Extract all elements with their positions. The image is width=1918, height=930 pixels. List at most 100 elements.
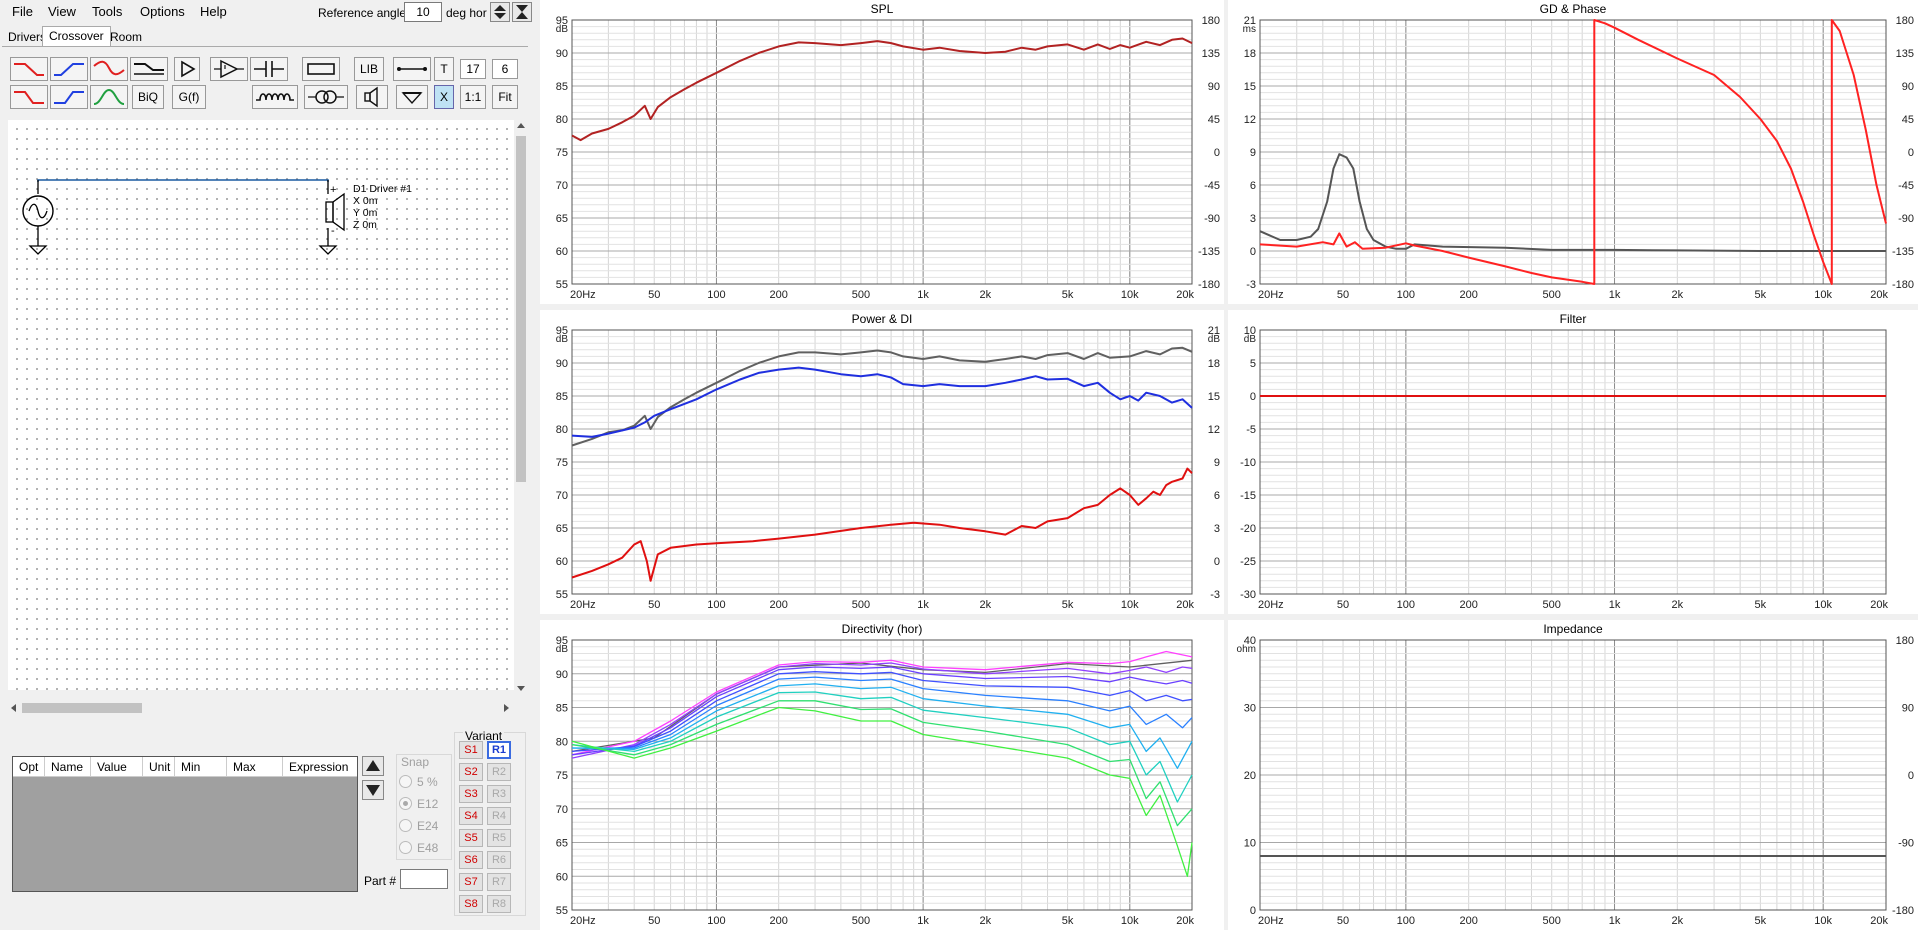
spl-chart[interactable]: SPL 95 90 85 80 75 70 65 60 55 dB 180 135 90 45 0 -45 -9… <box>540 0 1224 304</box>
menu-tools[interactable]: Tools <box>92 4 123 19</box>
shelf-filter-button[interactable] <box>130 57 168 81</box>
x-toggle-button[interactable]: X <box>434 85 454 109</box>
variant-s6-button[interactable]: S6 <box>459 851 483 869</box>
scroll-up-icon[interactable] <box>517 123 525 128</box>
schematic-horizontal-scrollbar[interactable] <box>8 700 512 716</box>
menu-view[interactable]: View <box>48 4 76 19</box>
opamp-button[interactable] <box>210 57 248 81</box>
variant-r1-button[interactable]: R1 <box>487 741 511 759</box>
y-tick-label: 90 <box>556 358 568 370</box>
y2-tick-label: -90 <box>1898 213 1914 225</box>
capacitor-button[interactable] <box>250 57 288 81</box>
move-down-button[interactable] <box>362 780 384 800</box>
y-tick-label: 90 <box>556 48 568 60</box>
col-max[interactable]: Max <box>227 757 283 777</box>
transformer-button[interactable] <box>304 85 348 109</box>
scroll-down-icon[interactable] <box>517 686 525 691</box>
order-field[interactable]: 17 <box>460 59 486 79</box>
y2-tick-label: 45 <box>1208 114 1220 126</box>
variant-r3-button[interactable]: R3 <box>487 785 511 803</box>
transfer-function-button[interactable]: G(f) <box>172 85 206 109</box>
variant-r8-button[interactable]: R8 <box>487 895 511 913</box>
count-field[interactable]: 6 <box>492 59 518 79</box>
driver-z-label: Z 0m <box>353 219 377 231</box>
x-tick-label: 100 <box>707 289 725 301</box>
grid <box>571 329 1193 595</box>
menu-file[interactable]: File <box>12 4 33 19</box>
schematic-canvas[interactable]: + - D1 Driver #1 X 0m Y 0m Z 0m <box>8 120 520 690</box>
highpass-blue-button[interactable] <box>50 57 88 81</box>
col-opt[interactable]: Opt <box>13 757 45 777</box>
part-number-input[interactable] <box>400 869 448 889</box>
reference-angle-input[interactable] <box>404 2 442 22</box>
driver-symbol[interactable] <box>318 180 345 255</box>
text-tool-button[interactable]: T <box>434 57 454 81</box>
resistor-icon <box>307 63 335 75</box>
variant-s5-button[interactable]: S5 <box>459 829 483 847</box>
tab-crossover[interactable]: Crossover <box>42 26 111 47</box>
filter-chart[interactable]: Filter 10 5 0 -5 -10 -15 -20 -25 -30 dB 20Hz 50 100 2… <box>1228 310 1918 614</box>
tab-room[interactable]: Room <box>110 30 143 44</box>
y-tick-label: -20 <box>1240 523 1256 535</box>
driver-button[interactable] <box>356 85 388 109</box>
fit-button[interactable]: Fit <box>492 85 518 109</box>
series-line-1 <box>571 650 1193 756</box>
variant-s8-button[interactable]: S8 <box>459 895 483 913</box>
wire-button[interactable] <box>393 57 431 81</box>
impedance-chart[interactable]: Impedance 40 30 20 10 0 ohm 180 90 0 -90 -180 20Hz 5… <box>1228 620 1918 930</box>
angle-reset-button[interactable] <box>512 2 532 22</box>
col-name[interactable]: Name <box>45 757 91 777</box>
col-min[interactable]: Min <box>175 757 227 777</box>
snap-option-e48[interactable]: E48 <box>399 841 438 855</box>
biquad-button[interactable]: BiQ <box>132 85 164 109</box>
snap-option-5pct[interactable]: 5 % <box>399 775 438 789</box>
scale-1to1-button[interactable]: 1:1 <box>460 85 486 109</box>
inductor-button[interactable] <box>252 85 298 109</box>
y-axis-unit-label: dB <box>556 644 569 655</box>
scrollbar-thumb[interactable] <box>22 703 142 713</box>
col-expression[interactable]: Expression <box>283 757 357 777</box>
directivity-chart[interactable]: Directivity (hor) 95 90 85 80 75 70 65 60 55 dB 20… <box>540 620 1224 930</box>
scroll-left-icon[interactable] <box>11 704 16 712</box>
col-value[interactable]: Value <box>91 757 143 777</box>
allpass-red-button[interactable] <box>90 57 128 81</box>
schematic-vertical-scrollbar[interactable] <box>514 120 528 696</box>
variant-r4-button[interactable]: R4 <box>487 807 511 825</box>
variant-r5-button[interactable]: R5 <box>487 829 511 847</box>
series-line-5 <box>572 676 1193 749</box>
gd-phase-plot: 21 18 15 12 9 6 3 0 -3 ms 180 135 90 45 0 -45 -90 -135 -18… <box>1243 15 1914 301</box>
scrollbar-thumb[interactable] <box>516 136 526 482</box>
variant-s7-button[interactable]: S7 <box>459 873 483 891</box>
optimizer-table[interactable]: Opt Name Value Unit Min Max Expression <box>12 756 358 892</box>
lowpass-red-button[interactable] <box>10 57 48 81</box>
snap-option-e12[interactable]: E12 <box>399 797 438 811</box>
variant-s2-button[interactable]: S2 <box>459 763 483 781</box>
variant-r7-button[interactable]: R7 <box>487 873 511 891</box>
menu-help[interactable]: Help <box>200 4 227 19</box>
gain-button[interactable] <box>174 57 200 81</box>
snap-option-e24[interactable]: E24 <box>399 819 438 833</box>
shelf-filter-icon <box>134 63 164 75</box>
variant-r2-button[interactable]: R2 <box>487 763 511 781</box>
arrow-up-icon <box>366 760 380 771</box>
variant-s3-button[interactable]: S3 <box>459 785 483 803</box>
source-symbol[interactable] <box>22 179 329 255</box>
tab-drivers[interactable]: Drivers <box>8 30 46 44</box>
variant-s4-button[interactable]: S4 <box>459 807 483 825</box>
col-unit[interactable]: Unit <box>143 757 175 777</box>
x-tick-label: 100 <box>1397 289 1415 301</box>
power-di-chart[interactable]: Power & DI 95 90 85 80 75 70 65 60 55 dB 21 18 15 12 9… <box>540 310 1224 614</box>
move-up-button[interactable] <box>362 756 384 776</box>
scroll-right-icon[interactable] <box>504 704 509 712</box>
menu-options[interactable]: Options <box>140 4 185 19</box>
lowpass-red-2-button[interactable] <box>10 85 48 109</box>
resistor-button[interactable] <box>302 57 340 81</box>
variant-s1-button[interactable]: S1 <box>459 741 483 759</box>
ground-button[interactable] <box>396 85 428 109</box>
gd-phase-chart[interactable]: GD & Phase 21 18 15 12 9 6 3 0 -3 ms 180 135 90 45 0 -4… <box>1228 0 1918 304</box>
angle-stepper-button[interactable] <box>490 2 510 22</box>
library-button[interactable]: LIB <box>354 57 384 81</box>
highpass-blue-2-button[interactable] <box>50 85 88 109</box>
bandpass-green-button[interactable] <box>90 85 128 109</box>
variant-r6-button[interactable]: R6 <box>487 851 511 869</box>
